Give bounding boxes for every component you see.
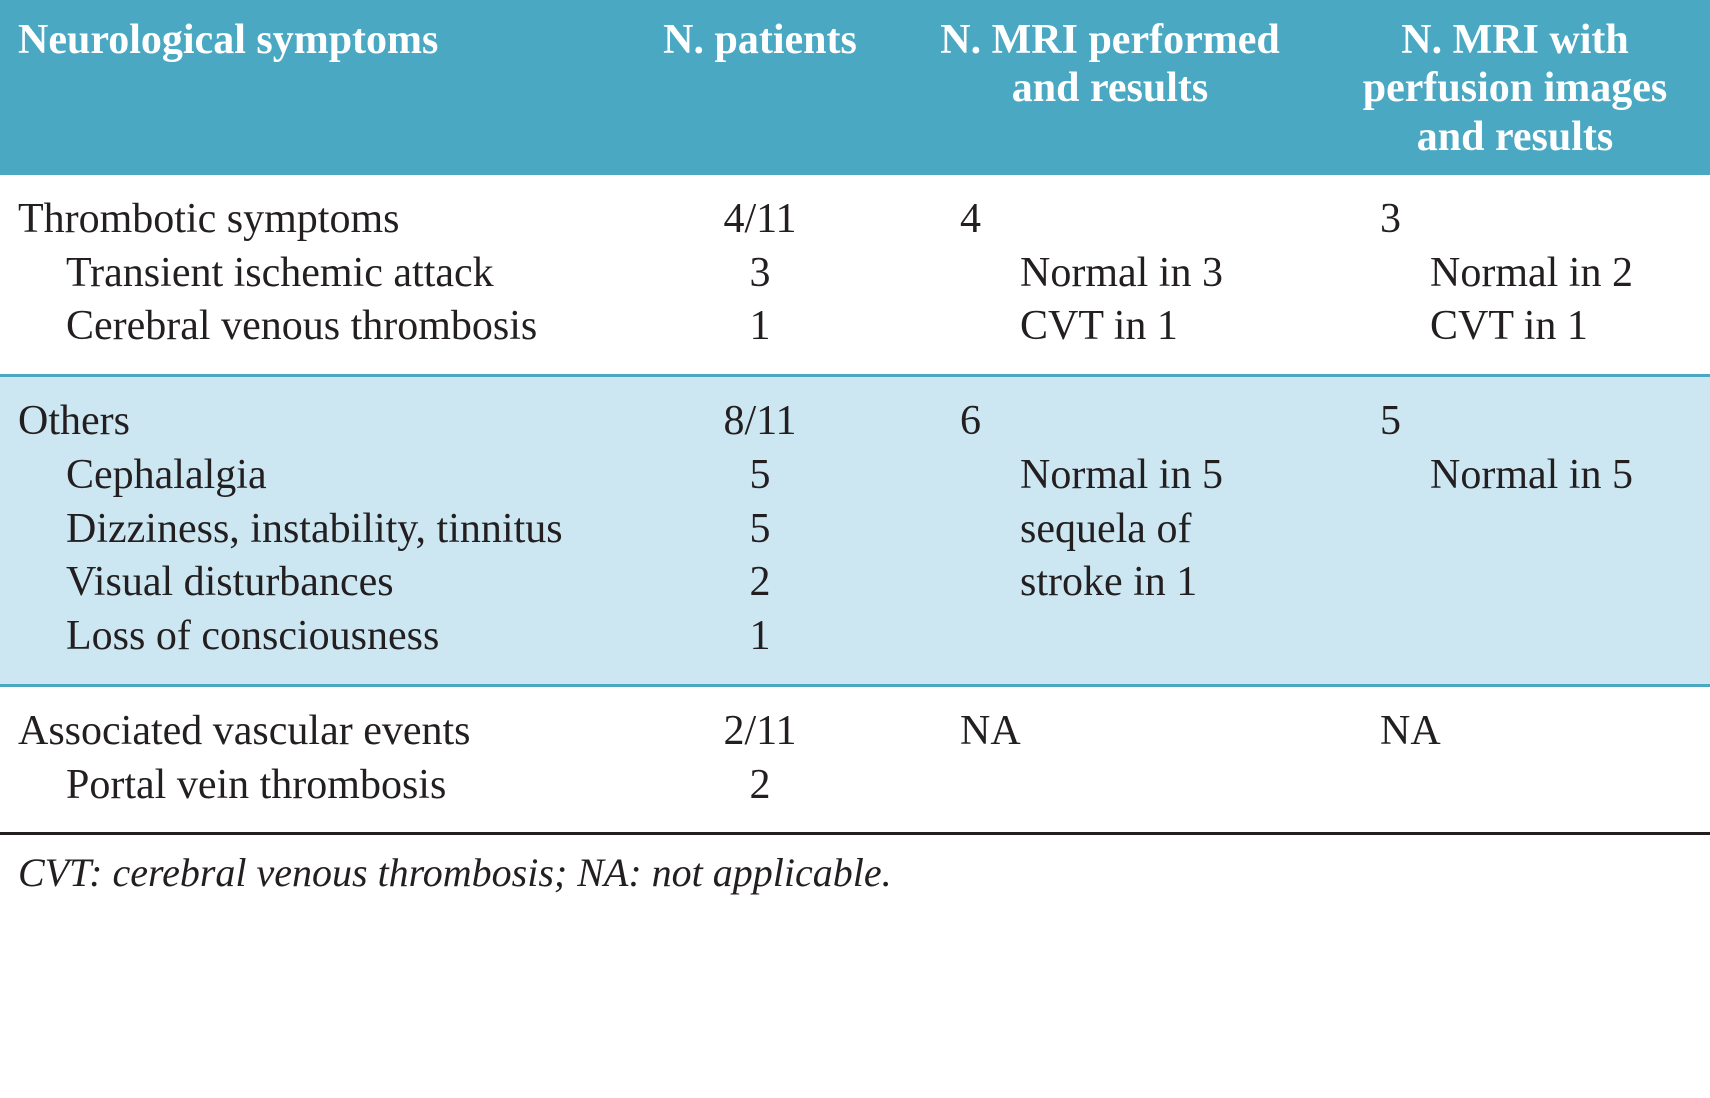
row-mri-result: CVT in 1 [900,300,1320,354]
row-symptom-label: Dizziness, instability, tinnitus [0,503,620,557]
group-label: Associated vascular events [0,705,620,759]
table-footnote: CVT: cerebral venous thrombosis; NA: not… [0,835,1710,896]
group-mri-perf-count: 5 [1320,395,1710,449]
group-mri-count: 4 [900,193,1320,247]
table-header-row: Neurological symptoms N. patients N. MRI… [0,2,1710,175]
row-symptom-label: Visual disturbances [0,556,620,610]
row-npatients: 2 [620,556,900,610]
row-npatients: 2 [620,759,900,813]
group-label: Thrombotic symptoms [0,193,620,247]
row-mri-perf-result: Normal in 2 [1320,247,1710,301]
table-section: Others8/1165Cephalalgia5Normal in 5Norma… [0,377,1710,687]
row-symptom-label: Transient ischemic attack [0,247,620,301]
neuro-symptoms-table: Neurological symptoms N. patients N. MRI… [0,0,1710,896]
row-mri-perf-result [1320,503,1710,557]
group-mri-count: NA [900,705,1320,759]
header-col-symptoms: Neurological symptoms [0,2,620,175]
row-mri-perf-result [1320,556,1710,610]
table-row: Dizziness, instability, tinnitus5sequela… [0,503,1710,557]
group-mri-perf-count: NA [1320,705,1710,759]
row-mri-perf-result: CVT in 1 [1320,300,1710,354]
group-mri-count: 6 [900,395,1320,449]
table-section: Associated vascular events2/11NANAPortal… [0,687,1710,836]
row-npatients: 3 [620,247,900,301]
table-row: Cerebral venous thrombosis1CVT in 1CVT i… [0,300,1710,354]
row-mri-perf-result: Normal in 5 [1320,449,1710,503]
row-npatients: 5 [620,449,900,503]
row-symptom-label: Portal vein thrombosis [0,759,620,813]
row-mri-result: stroke in 1 [900,556,1320,610]
row-mri-result [900,759,1320,813]
header-col-mri-perf: N. MRI with perfusion images and results [1320,2,1710,175]
group-mri-perf-count: 3 [1320,193,1710,247]
row-symptom-label: Cephalalgia [0,449,620,503]
table-row: Loss of consciousness1 [0,610,1710,664]
row-symptom-label: Cerebral venous thrombosis [0,300,620,354]
row-mri-result: sequela of [900,503,1320,557]
group-npatients: 2/11 [620,705,900,759]
row-npatients: 1 [620,300,900,354]
table-row: Cephalalgia5Normal in 5Normal in 5 [0,449,1710,503]
row-mri-perf-result [1320,759,1710,813]
table-row: Transient ischemic attack3Normal in 3Nor… [0,247,1710,301]
header-col-npatients: N. patients [620,2,900,175]
section-group-row: Associated vascular events2/11NANA [0,705,1710,759]
group-npatients: 8/11 [620,395,900,449]
row-npatients: 1 [620,610,900,664]
header-col-mri: N. MRI performed and results [900,2,1320,175]
row-mri-result [900,610,1320,664]
group-npatients: 4/11 [620,193,900,247]
row-mri-result: Normal in 3 [900,247,1320,301]
row-npatients: 5 [620,503,900,557]
row-symptom-label: Loss of consciousness [0,610,620,664]
row-mri-result: Normal in 5 [900,449,1320,503]
group-label: Others [0,395,620,449]
row-mri-perf-result [1320,610,1710,664]
section-group-row: Others8/1165 [0,395,1710,449]
table-row: Visual disturbances2stroke in 1 [0,556,1710,610]
table-section: Thrombotic symptoms4/1143Transient ische… [0,175,1710,377]
table-row: Portal vein thrombosis2 [0,759,1710,813]
section-group-row: Thrombotic symptoms4/1143 [0,193,1710,247]
